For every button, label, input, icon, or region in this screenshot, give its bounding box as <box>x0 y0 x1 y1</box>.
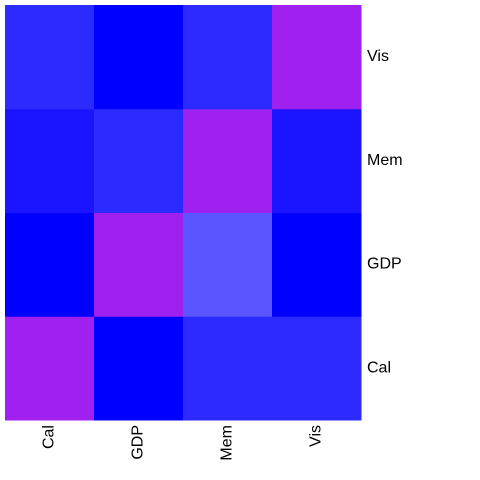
heatmap-cell-vis-gdp <box>272 212 362 317</box>
heatmap-cell-vis-cal <box>272 316 362 421</box>
y-tick-label-cal: Cal <box>367 359 391 376</box>
heatmap-cells <box>5 5 362 421</box>
x-tick-label-mem: Mem <box>219 425 236 461</box>
heatmap-cell-cal-cal <box>5 316 95 421</box>
x-tick-label-vis: Vis <box>308 425 325 447</box>
x-tick-label-cal: Cal <box>41 425 58 449</box>
y-tick-label-mem: Mem <box>367 152 403 169</box>
heatmap-cell-vis-vis <box>272 5 362 110</box>
y-axis-tick-labels: Cal GDP Mem Vis <box>367 48 403 376</box>
heatmap-cell-mem-vis <box>183 5 273 110</box>
heatmap-cell-vis-mem <box>272 108 362 213</box>
y-tick-label-vis: Vis <box>367 48 389 65</box>
heatmap-cell-cal-vis <box>5 5 95 110</box>
heatmap-cell-gdp-vis <box>94 5 184 110</box>
y-tick-label-gdp: GDP <box>367 256 402 273</box>
heatmap-cell-mem-mem <box>183 108 273 213</box>
x-tick-label-gdp: GDP <box>130 425 147 460</box>
heatmap-cell-gdp-gdp <box>94 212 184 317</box>
heatmap-cell-gdp-cal <box>94 316 184 421</box>
heatmap-cell-gdp-mem <box>94 108 184 213</box>
x-axis-tick-labels: Cal GDP Mem Vis <box>41 425 325 461</box>
heatmap-cell-cal-gdp <box>5 212 95 317</box>
heatmap-cell-mem-cal <box>183 316 273 421</box>
heatmap-cell-mem-gdp <box>183 212 273 317</box>
heatmap-cell-cal-mem <box>5 108 95 213</box>
